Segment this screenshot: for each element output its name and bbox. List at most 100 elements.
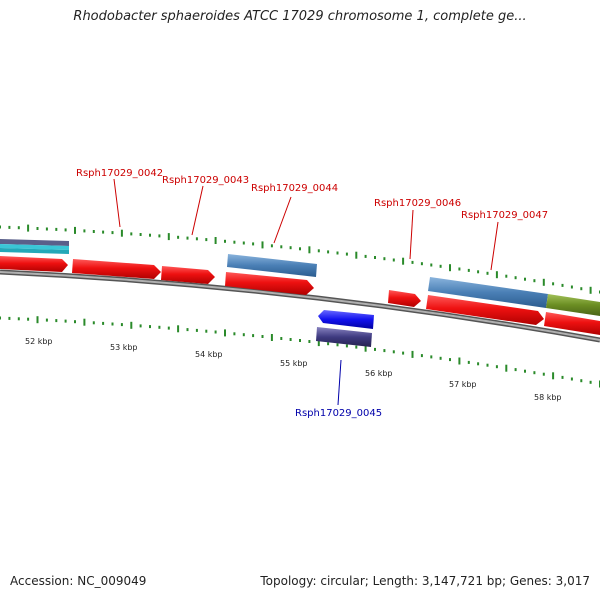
gene-label[interactable]: Rsph17029_0047: [461, 210, 548, 221]
tick-label: 55 kbp: [280, 359, 308, 368]
minor-tick: [580, 379, 583, 383]
minor-tick: [467, 360, 470, 364]
minor-tick: [570, 377, 573, 381]
genome-stats-text: Topology: circular; Length: 3,147,721 bp…: [260, 574, 590, 588]
minor-tick: [242, 241, 245, 245]
cds-arrow[interactable]: [72, 259, 161, 279]
major-tick: [27, 224, 30, 232]
gene-label[interactable]: Rsph17029_0042: [76, 168, 163, 179]
minor-tick: [139, 233, 142, 236]
minor-tick: [158, 325, 161, 329]
major-tick: [74, 226, 76, 234]
minor-tick: [477, 270, 480, 274]
minor-tick: [336, 251, 339, 255]
tick-label: 53 kbp: [110, 343, 138, 352]
minor-tick: [83, 229, 86, 233]
accession-text: Accession: NC_009049: [10, 574, 147, 588]
minor-tick: [580, 287, 583, 291]
minor-tick: [205, 238, 208, 242]
minor-tick: [233, 240, 236, 244]
feature-bar[interactable]: [428, 277, 548, 308]
major-tick: [261, 241, 264, 249]
minor-tick: [261, 335, 264, 338]
cds-arrow[interactable]: [544, 312, 600, 335]
cds-arrow[interactable]: [0, 256, 68, 272]
minor-tick: [308, 340, 311, 343]
outer-tick-ring: [0, 224, 600, 294]
cds-arrow[interactable]: [388, 290, 421, 307]
minor-tick: [280, 245, 283, 249]
minor-tick: [439, 264, 442, 268]
feature-bar[interactable]: [546, 294, 600, 316]
minor-tick: [486, 363, 489, 367]
major-tick: [167, 233, 170, 241]
tick-label: 54 kbp: [195, 350, 223, 359]
gene-label[interactable]: Rsph17029_0045: [295, 408, 382, 419]
minor-tick: [411, 260, 414, 264]
major-tick: [542, 278, 545, 286]
minor-tick: [327, 250, 330, 254]
cds-arrow[interactable]: [225, 272, 314, 295]
minor-tick: [280, 337, 283, 340]
minor-tick: [289, 246, 292, 250]
gene-labels: Rsph17029_0042 Rsph17029_0043 Rsph17029_…: [76, 168, 548, 419]
feature-bar[interactable]: [227, 254, 317, 277]
minor-tick: [552, 282, 555, 286]
minor-tick: [195, 237, 198, 241]
minor-tick: [430, 263, 433, 267]
minor-tick: [111, 231, 114, 235]
minor-tick: [64, 228, 67, 232]
minor-tick: [0, 225, 1, 229]
major-tick: [83, 318, 86, 326]
minor-tick: [233, 332, 236, 336]
gene-label[interactable]: Rsph17029_0046: [374, 198, 461, 209]
feature-bar-reverse[interactable]: [316, 327, 372, 347]
major-tick: [364, 344, 367, 352]
minor-tick: [214, 330, 217, 334]
label-leader: [409, 209, 414, 260]
minor-tick: [27, 317, 30, 321]
minor-tick: [514, 276, 517, 280]
minor-tick: [495, 365, 498, 369]
minor-tick: [252, 242, 255, 246]
cds-arrow[interactable]: [426, 295, 544, 325]
minor-tick: [392, 350, 395, 354]
gene-label[interactable]: Rsph17029_0043: [162, 175, 249, 186]
minor-tick: [317, 249, 320, 253]
minor-tick: [524, 369, 526, 373]
minor-tick: [64, 319, 67, 323]
minor-tick: [439, 356, 442, 360]
minor-tick: [392, 258, 395, 262]
minor-tick: [542, 372, 545, 376]
minor-tick: [17, 226, 20, 230]
minor-tick: [533, 279, 536, 283]
minor-tick: [177, 235, 180, 239]
minor-tick: [102, 230, 105, 234]
backbone: [0, 269, 600, 343]
minor-tick: [102, 321, 105, 325]
minor-tick: [299, 247, 301, 251]
label-leader: [337, 359, 342, 406]
minor-tick: [195, 328, 198, 332]
major-tick: [120, 229, 123, 237]
minor-tick: [0, 316, 1, 320]
minor-tick: [45, 318, 48, 322]
gene-label[interactable]: Rsph17029_0044: [251, 183, 338, 194]
major-tick: [449, 264, 451, 272]
cds-arrow[interactable]: [161, 266, 215, 284]
minor-tick: [524, 277, 526, 281]
minor-tick: [205, 329, 208, 333]
minor-tick: [270, 244, 273, 248]
cds-arrow-reverse[interactable]: [318, 310, 374, 329]
major-tick: [130, 321, 133, 329]
feature-left-stack[interactable]: [0, 239, 69, 254]
minor-tick: [139, 324, 142, 328]
minor-tick: [149, 233, 151, 237]
minor-tick: [336, 343, 339, 347]
minor-tick: [167, 326, 170, 330]
minor-tick: [158, 234, 161, 238]
minor-tick: [364, 254, 367, 258]
label-leader: [490, 221, 499, 271]
minor-tick: [477, 362, 480, 366]
